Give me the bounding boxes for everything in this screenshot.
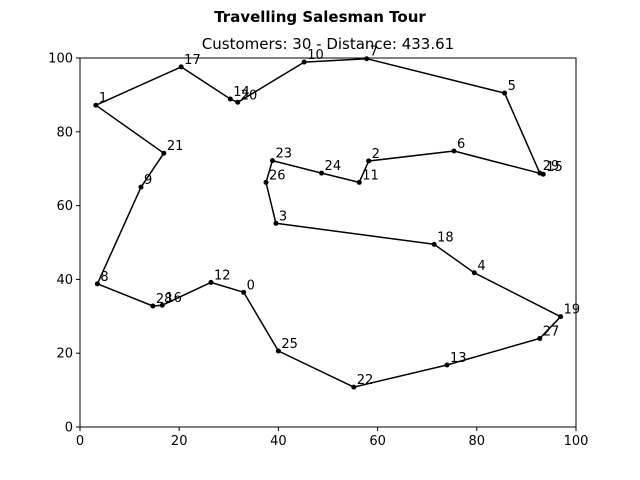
- y-tick-label: 100: [48, 52, 73, 67]
- customer-point-2: [366, 158, 372, 164]
- customer-point-18: [431, 241, 437, 247]
- y-tick-label: 0: [65, 421, 73, 436]
- customer-label-15: 15: [546, 160, 563, 175]
- customer-label-2: 2: [372, 147, 380, 162]
- customer-label-13: 13: [450, 351, 467, 366]
- customer-label-10: 10: [307, 48, 324, 63]
- y-tick-label: 60: [56, 199, 73, 214]
- customer-label-26: 26: [269, 168, 286, 183]
- customer-point-8: [94, 281, 100, 287]
- customer-point-11: [356, 179, 362, 185]
- customer-point-28: [150, 303, 156, 309]
- customer-label-19: 19: [564, 303, 581, 318]
- x-tick-label: 40: [270, 434, 287, 449]
- customer-point-24: [319, 170, 325, 176]
- customer-point-16: [159, 302, 165, 308]
- customer-label-5: 5: [508, 79, 516, 94]
- customer-label-18: 18: [437, 230, 454, 245]
- x-tick-label: 100: [564, 434, 589, 449]
- y-tick-label: 80: [56, 125, 73, 140]
- customer-label-11: 11: [362, 168, 379, 183]
- x-tick-label: 80: [469, 434, 486, 449]
- customer-label-27: 27: [543, 324, 560, 339]
- customer-point-17: [178, 64, 184, 70]
- customer-point-20: [235, 99, 241, 105]
- customer-label-7: 7: [370, 45, 378, 60]
- customer-point-25: [275, 348, 281, 354]
- customer-label-3: 3: [279, 209, 287, 224]
- customer-label-16: 16: [165, 291, 182, 306]
- chart-title: Travelling Salesman Tour: [214, 8, 426, 26]
- customer-label-28: 28: [156, 292, 173, 307]
- customer-point-23: [269, 158, 275, 164]
- customer-point-0: [241, 289, 247, 295]
- customer-label-22: 22: [357, 373, 374, 388]
- customer-label-20: 20: [241, 88, 258, 103]
- customer-point-19: [558, 314, 564, 320]
- customer-label-9: 9: [144, 173, 152, 188]
- customer-point-12: [208, 279, 214, 285]
- chart-subtitle: Customers: 30 - Distance: 433.61: [202, 35, 454, 53]
- customer-point-1: [93, 102, 99, 108]
- customer-point-29: [537, 170, 543, 176]
- customer-point-5: [502, 90, 508, 96]
- customer-label-17: 17: [184, 53, 201, 68]
- customer-label-12: 12: [214, 268, 231, 283]
- customer-label-21: 21: [167, 139, 184, 154]
- x-tick-label: 20: [171, 434, 188, 449]
- customer-point-27: [537, 335, 543, 341]
- customer-point-26: [263, 179, 269, 185]
- customer-label-29: 29: [543, 159, 560, 174]
- customer-label-4: 4: [477, 259, 485, 274]
- customer-point-4: [471, 270, 477, 276]
- y-tick-label: 20: [56, 347, 73, 362]
- customer-label-6: 6: [457, 137, 465, 152]
- customer-label-1: 1: [99, 91, 107, 106]
- customer-point-14: [227, 96, 233, 102]
- customer-label-25: 25: [281, 337, 298, 352]
- customer-label-14: 14: [233, 85, 250, 100]
- y-tick-label: 40: [56, 273, 73, 288]
- customer-label-23: 23: [275, 147, 292, 162]
- customer-point-21: [161, 150, 167, 156]
- customer-point-6: [451, 148, 457, 154]
- customer-label-24: 24: [325, 159, 342, 174]
- customer-point-10: [301, 59, 307, 65]
- tour-path: [95, 57, 562, 388]
- plot-frame: [79, 57, 577, 428]
- customer-point-7: [364, 56, 370, 62]
- customer-point-3: [273, 220, 279, 226]
- customer-label-0: 0: [247, 278, 255, 293]
- x-tick-label: 60: [369, 434, 386, 449]
- customer-label-8: 8: [100, 270, 108, 285]
- customer-point-13: [444, 362, 450, 368]
- customer-point-22: [351, 384, 357, 390]
- x-tick-label: 0: [76, 434, 84, 449]
- customer-point-9: [138, 184, 144, 190]
